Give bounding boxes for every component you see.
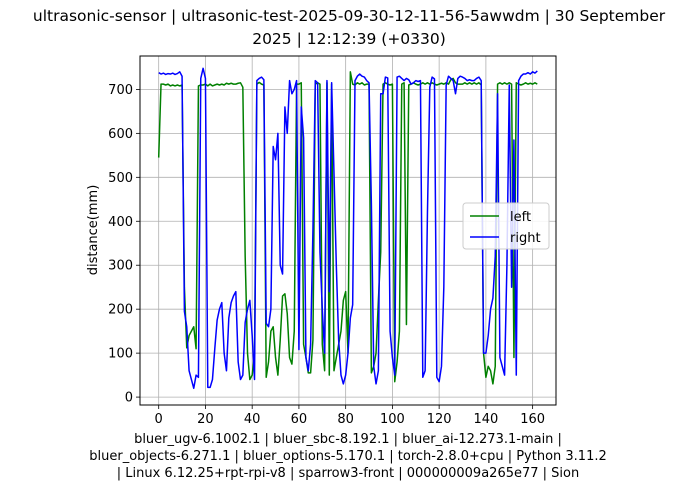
legend-label-right: right: [510, 231, 541, 246]
x-tick-label: 0: [155, 412, 163, 427]
y-tick-label: 700: [108, 83, 133, 98]
x-tick-label: 160: [520, 412, 545, 427]
chart-title-line-2: 2025 | 12:12:39 (+0330): [252, 30, 446, 48]
x-axis-ticks: 0 20 40 60 80 100 120 140 160: [155, 405, 545, 427]
x-tick-label: 40: [244, 412, 261, 427]
y-tick-label: 400: [108, 215, 133, 230]
chart-title-line-1: ultrasonic-sensor | ultrasonic-test-2025…: [33, 7, 666, 25]
legend: left right: [462, 202, 550, 250]
x-tick-label: 140: [473, 412, 498, 427]
chart-title: ultrasonic-sensor | ultrasonic-test-2025…: [33, 7, 666, 48]
y-tick-label: 100: [108, 347, 133, 362]
x-axis-label: bluer_ugv-6.1002.1 | bluer_sbc-8.192.1 |…: [89, 432, 607, 481]
plot-frame: [139, 55, 557, 406]
x-axis-label-line-1: bluer_ugv-6.1002.1 | bluer_sbc-8.192.1 |…: [134, 432, 562, 447]
legend-label-left: left: [510, 210, 531, 225]
x-tick-label: 60: [291, 412, 308, 427]
x-axis-label-line-2: bluer_objects-6.271.1 | bluer_options-5.…: [89, 449, 607, 464]
y-tick-label: 500: [108, 171, 133, 186]
y-tick-label: 600: [108, 127, 133, 142]
y-axis-label: distance(mm): [86, 185, 101, 276]
plot-area: [157, 67, 538, 390]
x-tick-label: 120: [427, 412, 452, 427]
y-axis-ticks: 0 100 200 300 400 500 600 700: [108, 83, 140, 406]
x-tick-label: 80: [337, 412, 354, 427]
y-tick-label: 300: [108, 259, 133, 274]
x-tick-label: 100: [380, 412, 405, 427]
x-axis-label-line-3: | Linux 6.12.25+rpt-rpi-v8 | sparrow3-fr…: [117, 466, 579, 481]
y-tick-label: 200: [108, 303, 133, 318]
y-tick-label: 0: [125, 391, 133, 406]
x-tick-label: 20: [197, 412, 214, 427]
series-line-right: [158, 67, 538, 390]
